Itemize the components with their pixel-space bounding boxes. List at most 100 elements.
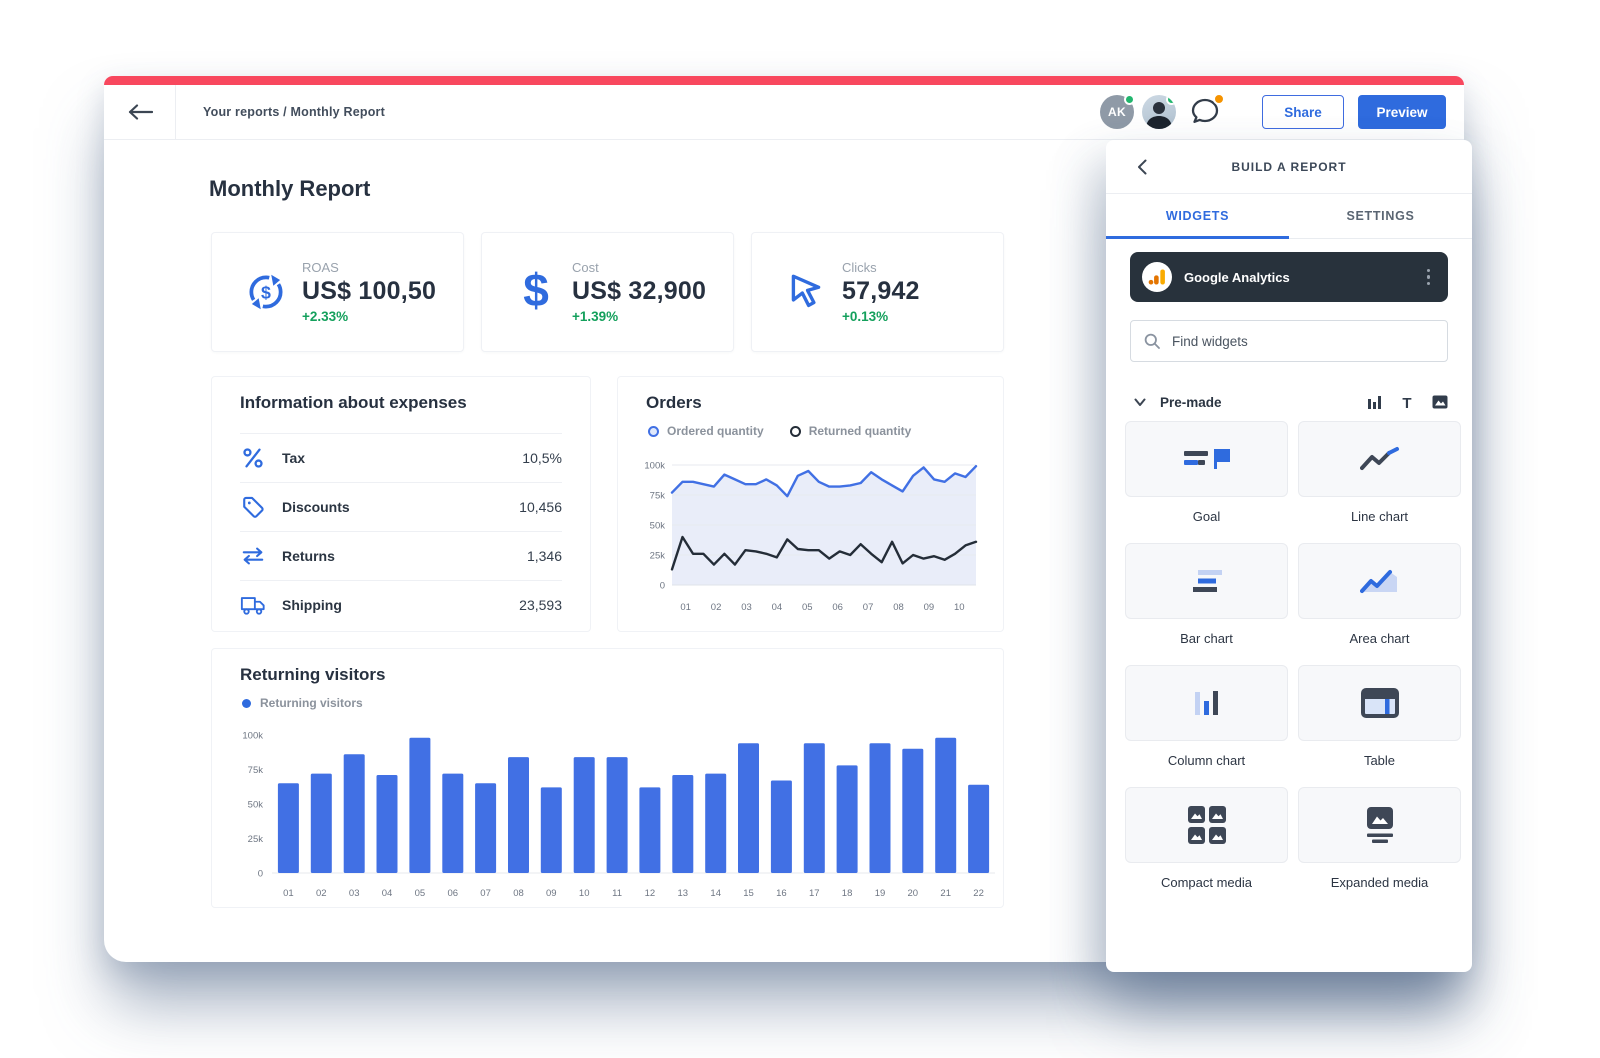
person-photo-icon [1146, 102, 1172, 129]
svg-text:09: 09 [546, 888, 557, 899]
line-chart-icon [1359, 447, 1399, 470]
widget-goal: Goal [1125, 421, 1288, 524]
widget-tile-compact-media[interactable] [1125, 787, 1288, 863]
widget-tile-table[interactable] [1298, 665, 1461, 741]
kpi-card-roas: $ ROAS US$ 100,50 +2.33% [211, 232, 464, 352]
avatar-photo[interactable] [1142, 95, 1176, 129]
visitors-bar-chart: 100k 75k 50k 25k 0 01 02 03 04 05 06 07 08 09 10 11 12 13… [242, 731, 995, 899]
topbar: Your reports / Monthly Report AK Share [104, 85, 1464, 140]
data-source-name: Google Analytics [1184, 269, 1290, 285]
breadcrumb[interactable]: Your reports / Monthly Report [203, 105, 385, 119]
svg-text:02: 02 [316, 888, 327, 899]
svg-text:06: 06 [448, 888, 459, 899]
kpi-card-clicks: Clicks 57,942 +0.13% [751, 232, 1004, 352]
kebab-menu-icon[interactable] [1423, 265, 1435, 290]
svg-text:05: 05 [415, 888, 426, 899]
widget-expanded-media: Expanded media [1298, 787, 1461, 890]
sidebar-header: BUILD A REPORT [1106, 140, 1472, 194]
svg-text:T: T [1402, 395, 1411, 410]
svg-text:01: 01 [283, 888, 294, 899]
widget-tile-expanded-media[interactable] [1298, 787, 1461, 863]
svg-text:50k: 50k [248, 800, 264, 811]
avatar-initials[interactable]: AK [1100, 94, 1135, 129]
svg-text:75k: 75k [650, 491, 666, 502]
goal-icon [1183, 449, 1230, 469]
preview-button[interactable]: Preview [1358, 95, 1446, 129]
tab-widgets[interactable]: WIDGETS [1106, 194, 1289, 239]
widget-search [1130, 320, 1448, 362]
search-icon [1144, 333, 1160, 349]
svg-text:$: $ [261, 282, 271, 302]
widget-tile-line-chart[interactable] [1298, 421, 1461, 497]
arrow-left-icon [128, 104, 153, 120]
widget-tile-goal[interactable] [1125, 421, 1288, 497]
legend-swatch-dot [242, 698, 251, 708]
premade-section-label[interactable]: Pre-made [1160, 394, 1222, 410]
back-button[interactable] [104, 85, 176, 139]
sidebar-back-button[interactable] [1130, 140, 1154, 193]
page-title: Monthly Report [209, 176, 371, 201]
svg-text:10: 10 [579, 888, 590, 899]
svg-text:07: 07 [480, 888, 491, 899]
build-report-sidebar: BUILD A REPORT WIDGETS SETTINGS Google A… [1106, 140, 1472, 972]
online-status-dot [1124, 94, 1135, 105]
text-widgets-filter-icon[interactable]: T [1400, 395, 1414, 410]
svg-text:100k: 100k [242, 731, 263, 742]
orders-panel: Orders Ordered quantity Returned quantit… [617, 376, 1004, 632]
svg-text:25k: 25k [650, 551, 666, 562]
svg-text:0: 0 [258, 869, 263, 880]
chart-widgets-filter-icon[interactable] [1367, 395, 1382, 410]
expanded-media-icon [1366, 807, 1393, 843]
chevron-left-icon [1138, 159, 1147, 174]
legend-item-visitors: Returning visitors [242, 696, 363, 710]
truck-icon [240, 597, 265, 615]
media-widgets-filter-icon[interactable] [1432, 395, 1448, 409]
svg-text:07: 07 [863, 602, 874, 613]
orders-title: Orders [646, 393, 702, 412]
table-row-returns: Returns 1,346 [240, 531, 562, 580]
table-row-shipping: Shipping 23,593 [240, 580, 562, 629]
exchange-arrows-icon [242, 547, 264, 565]
svg-text:12: 12 [645, 888, 656, 899]
kpi-delta: +1.39% [572, 309, 619, 324]
widget-compact-media: Compact media [1125, 787, 1288, 890]
kpi-delta: +0.13% [842, 309, 889, 324]
legend-swatch-dark [789, 425, 801, 437]
chat-bubble-icon [1191, 98, 1219, 123]
share-button[interactable]: Share [1262, 95, 1344, 129]
svg-text:13: 13 [678, 888, 689, 899]
sidebar-title: BUILD A REPORT [1231, 159, 1347, 174]
premade-section-row: Pre-made T [1134, 390, 1448, 414]
legend-item-returned: Returned quantity [789, 424, 911, 438]
legend-item-ordered: Ordered quantity [648, 424, 764, 438]
svg-text:09: 09 [924, 602, 935, 613]
widget-tile-bar-chart[interactable] [1125, 543, 1288, 619]
search-input[interactable] [1170, 332, 1447, 350]
svg-text:03: 03 [741, 602, 752, 613]
svg-text:25k: 25k [248, 834, 264, 845]
svg-text:04: 04 [772, 602, 783, 613]
kpi-value: 57,942 [842, 277, 920, 305]
kpi-value: US$ 32,900 [572, 277, 707, 305]
visitors-panel: Returning visitors Returning visitors 10… [211, 648, 1004, 908]
kpi-delta: +2.33% [302, 309, 349, 324]
svg-text:14: 14 [710, 888, 721, 899]
svg-text:100k: 100k [644, 461, 665, 472]
window-accent-strip [104, 76, 1464, 85]
chat-button[interactable] [1190, 93, 1225, 128]
compact-media-icon [1187, 806, 1226, 844]
data-source-card[interactable]: Google Analytics [1130, 252, 1448, 302]
svg-text:75k: 75k [248, 765, 264, 776]
widget-area-chart: Area chart [1298, 543, 1461, 646]
tab-settings[interactable]: SETTINGS [1346, 209, 1415, 223]
percent-icon [243, 448, 263, 468]
svg-text:08: 08 [893, 602, 904, 613]
svg-text:18: 18 [842, 888, 853, 899]
cursor-icon [791, 274, 821, 308]
widget-tile-area-chart[interactable] [1298, 543, 1461, 619]
chevron-down-icon[interactable] [1134, 398, 1146, 407]
table-row-tax: Tax 10,5% [240, 433, 562, 482]
widget-tile-column-chart[interactable] [1125, 665, 1288, 741]
orders-legend: Ordered quantity Returned quantity [648, 424, 937, 438]
svg-text:$: $ [523, 266, 549, 316]
